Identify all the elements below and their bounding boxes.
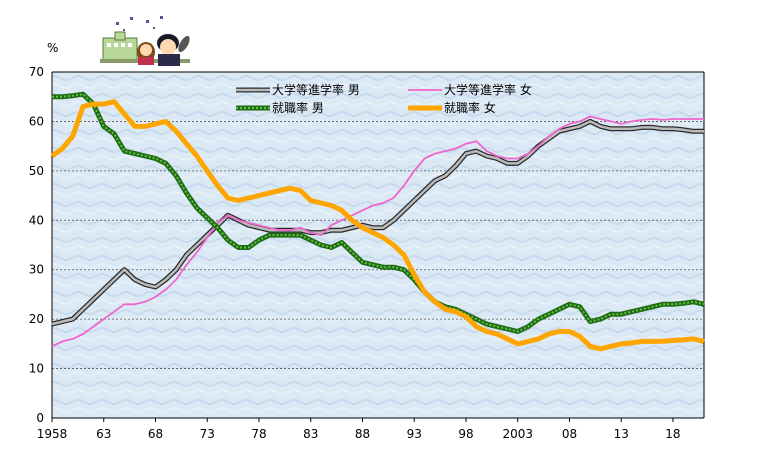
plot-area (52, 72, 704, 418)
legend-label: 就職率 女 (444, 100, 496, 115)
x-tick-label: 98 (458, 427, 473, 441)
y-tick-label: 30 (29, 263, 44, 277)
x-tick-labels: 1958 63 68 73 78 83 88 93 98 2003 08 13 18 (37, 418, 681, 441)
x-tick-label: 88 (355, 427, 370, 441)
x-tick-label: 83 (303, 427, 318, 441)
legend-label: 就職率 男 (272, 100, 324, 115)
y-tick-label: 40 (29, 213, 44, 227)
series-line-3 (50, 99, 705, 352)
x-tick-label: 68 (148, 427, 163, 441)
x-tick-label: 73 (200, 427, 215, 441)
y-tick-label: 10 (29, 362, 44, 376)
y-tick-label: 60 (29, 114, 44, 128)
series-line-1 (51, 115, 704, 348)
x-tick-label: 78 (251, 427, 266, 441)
y-tick-label: 70 (29, 65, 44, 79)
boy-student-icon (157, 34, 190, 66)
x-tick-label: 1958 (37, 427, 68, 441)
x-tick-label: 13 (614, 427, 629, 441)
x-tick-label: 08 (562, 427, 577, 441)
y-tick-label: 50 (29, 164, 44, 178)
legend-label: 大学等進学率 男 (272, 82, 360, 97)
x-tick-label: 18 (665, 427, 680, 441)
students-illustration (100, 16, 190, 66)
y-axis-unit: % (47, 41, 58, 55)
x-tick-label: 93 (407, 427, 422, 441)
series-lines (50, 91, 705, 352)
series-line-2 (52, 93, 705, 333)
x-tick-label: 63 (96, 427, 111, 441)
x-tick-label: 2003 (502, 427, 533, 441)
sparkle-icons (116, 16, 163, 31)
series-line-0 (51, 120, 704, 326)
legend-label: 大学等進学率 女 (444, 82, 532, 97)
y-tick-label: 20 (29, 312, 44, 326)
girl-student-icon (137, 42, 155, 65)
y-tick-labels: 0 10 20 30 40 50 60 70 (29, 65, 44, 425)
y-tick-label: 0 (36, 411, 44, 425)
